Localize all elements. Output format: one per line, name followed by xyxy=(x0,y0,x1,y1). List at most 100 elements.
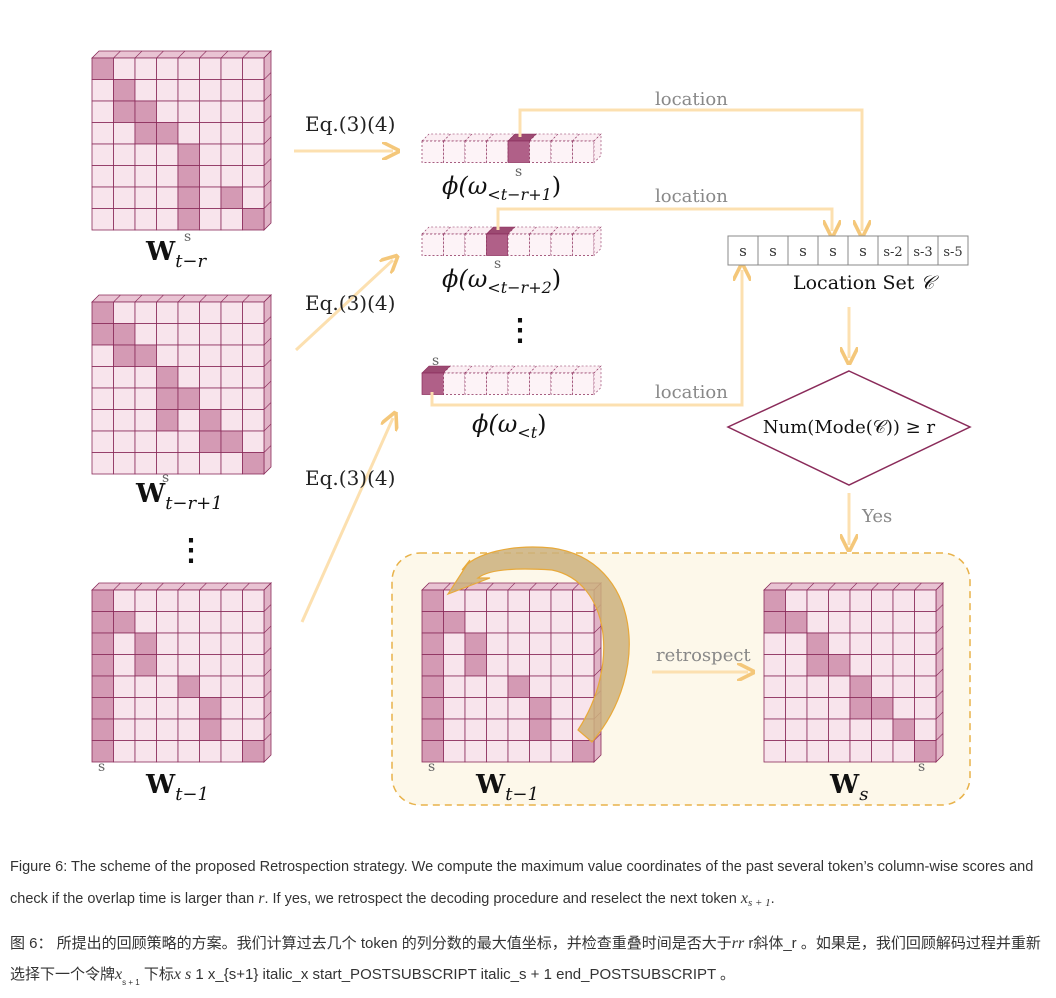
matrix-cell-highlight xyxy=(91,675,114,698)
matrix-cell xyxy=(785,697,808,720)
matrix-cell-highlight xyxy=(156,366,179,389)
matrix-cell xyxy=(464,697,487,720)
matrix-label-w-t-minus-1: Wt−1 xyxy=(145,770,209,805)
matrix-cell xyxy=(529,654,552,677)
matrix-cell xyxy=(199,344,222,367)
vector-cell xyxy=(507,233,530,256)
matrix-cell xyxy=(763,675,786,698)
matrix-cell xyxy=(550,632,573,655)
matrix-cell xyxy=(486,632,509,655)
vector-cell xyxy=(464,233,487,256)
matrix-cell xyxy=(177,589,200,612)
matrix-cell xyxy=(242,100,265,123)
eq-arrow-3 xyxy=(300,418,393,623)
matrix-cell xyxy=(828,675,851,698)
matrix-cell xyxy=(156,100,179,123)
matrix-cell-highlight xyxy=(529,718,552,741)
matrix-cell xyxy=(134,675,157,698)
matrix-cell xyxy=(572,632,595,655)
location-set: s s s s s s-2 s-3 s-5 xyxy=(727,235,969,266)
matrix-cell xyxy=(156,165,179,188)
matrix-cell xyxy=(177,632,200,655)
matrix-cell xyxy=(464,718,487,741)
matrix-cell xyxy=(892,675,915,698)
matrix-cell-highlight xyxy=(91,718,114,741)
matrix-cell xyxy=(220,632,243,655)
matrix-cell xyxy=(242,165,265,188)
matrix-cell-highlight xyxy=(156,122,179,145)
matrix-cell xyxy=(91,143,114,166)
matrix-cell xyxy=(177,611,200,634)
vector-cell xyxy=(529,140,552,163)
matrix-cell xyxy=(242,387,265,410)
matrix-cell xyxy=(134,611,157,634)
matrix-cell xyxy=(507,654,530,677)
matrix-cell-highlight xyxy=(177,208,200,231)
matrix-cell xyxy=(220,208,243,231)
location-set-cell-label: s-5 xyxy=(943,245,962,260)
matrix-cell xyxy=(199,301,222,324)
vector-cell xyxy=(421,140,444,163)
matrix-cell xyxy=(134,366,157,389)
location-arrow-1 xyxy=(518,108,862,231)
matrix-cell xyxy=(486,654,509,677)
vector-cell xyxy=(443,233,466,256)
vector-label-3: ϕ(ω<t) xyxy=(472,410,547,442)
matrix-cell xyxy=(177,654,200,677)
matrix-cell xyxy=(785,675,808,698)
matrix-cell xyxy=(443,589,466,612)
matrix-cell-highlight xyxy=(763,589,786,612)
matrix-cell xyxy=(156,301,179,324)
matrix-cell xyxy=(199,143,222,166)
matrix-cell xyxy=(199,366,222,389)
matrix-cell xyxy=(199,675,222,698)
matrix-cell xyxy=(156,632,179,655)
matrix-cell xyxy=(785,589,808,612)
matrix-cell xyxy=(220,57,243,80)
location-set-cell xyxy=(877,235,909,266)
matrix-cell-highlight xyxy=(849,697,872,720)
matrix-cell xyxy=(242,409,265,432)
matrix-cell-highlight xyxy=(421,697,444,720)
matrix-cell xyxy=(199,100,222,123)
matrix-cell xyxy=(156,323,179,346)
matrix-cell xyxy=(220,122,243,145)
matrix-cell xyxy=(134,589,157,612)
matrix-cell-highlight xyxy=(91,57,114,80)
matrix-cell xyxy=(550,611,573,634)
location-set-cell xyxy=(847,235,879,266)
matrix-cell xyxy=(91,409,114,432)
matrix-cell-highlight xyxy=(421,589,444,612)
matrix-cell xyxy=(763,654,786,677)
matrix-cell-highlight xyxy=(91,323,114,346)
matrix-cell xyxy=(177,409,200,432)
matrix-cell xyxy=(199,654,222,677)
matrix-cell xyxy=(220,718,243,741)
matrix-cell xyxy=(199,79,222,102)
matrix-cell xyxy=(443,718,466,741)
matrix-cell-highlight xyxy=(91,654,114,677)
matrix-cell xyxy=(177,323,200,346)
matrix-cell xyxy=(507,589,530,612)
matrix-cell xyxy=(220,697,243,720)
matrix-cell xyxy=(572,611,595,634)
vector-cell xyxy=(421,233,444,256)
matrix-cell xyxy=(177,122,200,145)
matrix-cell xyxy=(220,323,243,346)
s-marker: s xyxy=(494,256,501,272)
matrix-cell xyxy=(486,675,509,698)
matrix-cell xyxy=(828,740,851,763)
matrix-cell xyxy=(220,452,243,475)
location-set-cell-label: s xyxy=(769,242,777,260)
matrix-label-w-t-minus-1-retro: Wt−1 xyxy=(475,770,539,805)
matrix-cell xyxy=(156,654,179,677)
matrix-cell xyxy=(763,632,786,655)
location-arrow-3 xyxy=(430,270,742,407)
decision-text: Num(Mode(𝒞)) ≥ r xyxy=(763,417,936,438)
matrix-cell xyxy=(242,79,265,102)
matrix-cell xyxy=(113,143,136,166)
vector-label-1: ϕ(ω<t−r+1) xyxy=(442,172,561,204)
matrix-cell xyxy=(156,740,179,763)
matrix-cell xyxy=(785,632,808,655)
location-set-cell xyxy=(787,235,819,266)
